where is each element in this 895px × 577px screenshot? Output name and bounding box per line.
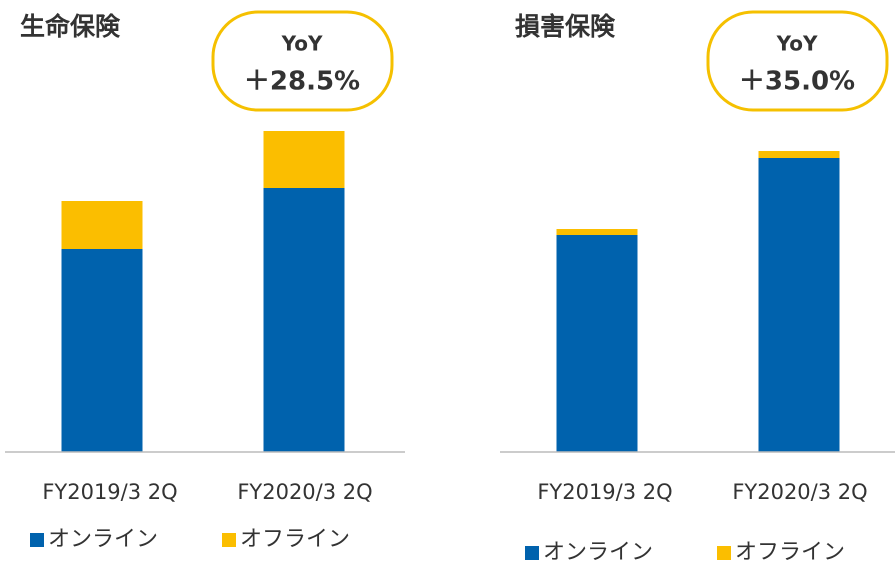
annotation-box — [706, 10, 889, 112]
annotation-value: ＋35.0% — [739, 67, 855, 97]
legend-label: オフライン — [240, 527, 350, 552]
x-tick-label: FY2020/3 2Q — [732, 480, 867, 504]
legend-label: オンライン — [48, 527, 158, 552]
x-tick-label: FY2020/3 2Q — [237, 480, 372, 504]
legend-swatch — [30, 533, 44, 547]
legend-swatch — [717, 546, 731, 560]
legend-label: オンライン — [543, 540, 653, 565]
legend-swatch — [222, 533, 236, 547]
bar-segment — [556, 229, 638, 235]
chart-title: 生命保険 — [20, 12, 121, 41]
bar-segment — [758, 158, 840, 452]
annotation-box — [211, 10, 394, 112]
annotation-value: ＋28.5% — [244, 67, 360, 97]
annotation-label: YoY — [776, 32, 818, 56]
annotation-label: YoY — [281, 32, 323, 56]
bar-segment — [61, 249, 143, 452]
legend-swatch — [525, 546, 539, 560]
x-tick-label: FY2019/3 2Q — [42, 480, 177, 504]
bar-segment — [556, 235, 638, 452]
chart-title: 損害保険 — [515, 12, 616, 41]
legend-label: オフライン — [735, 540, 845, 565]
bar-segment — [263, 188, 345, 452]
bar-segment — [263, 131, 345, 188]
bar-segment — [758, 151, 840, 158]
x-tick-label: FY2019/3 2Q — [537, 480, 672, 504]
bar-segment — [61, 201, 143, 249]
